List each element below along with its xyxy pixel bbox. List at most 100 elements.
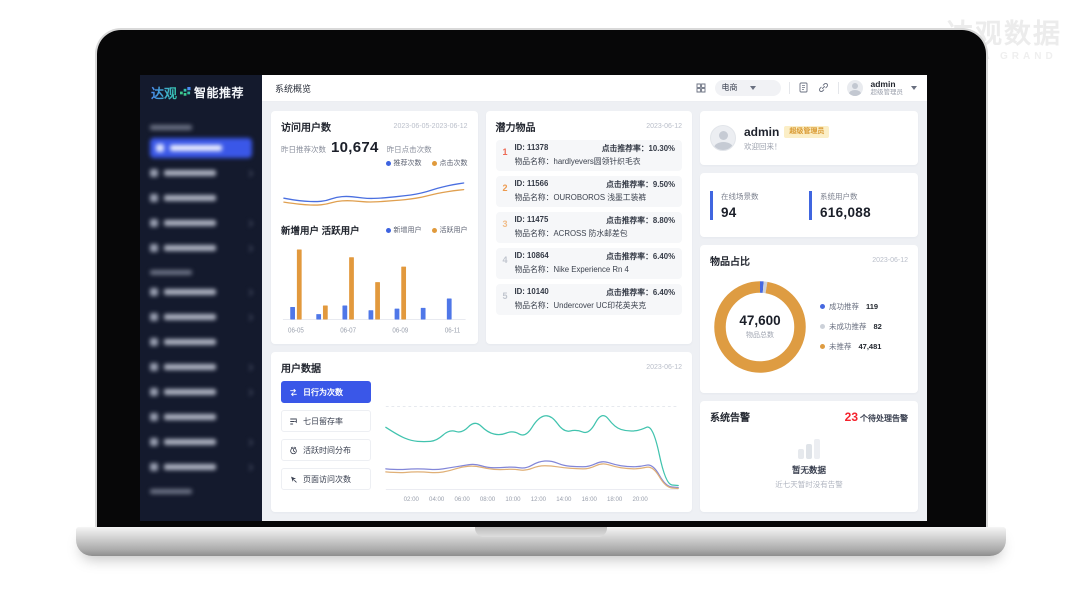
- document-icon[interactable]: [798, 82, 810, 94]
- topbar-divider: [788, 81, 790, 94]
- stat-online-scenes: 在线场景数 94: [710, 190, 809, 220]
- svg-text:14:00: 14:00: [556, 496, 572, 503]
- rank-badge: 3: [502, 219, 508, 229]
- svg-text:12:00: 12:00: [531, 496, 547, 503]
- watermark-en: DATA GRAND: [951, 51, 1057, 62]
- tab-page-visits[interactable]: 页面访问次数: [281, 468, 371, 490]
- menu-icon: [150, 169, 158, 177]
- topbar-actions: 电商 admin 超: [695, 78, 917, 96]
- legend-item[interactable]: 新增用户: [385, 225, 422, 235]
- legend-dot: [820, 324, 825, 329]
- potential-card-title: 潜力物品: [495, 123, 536, 134]
- stat-value: 10,674: [331, 139, 379, 156]
- sidebar-item-blurred[interactable]: [150, 188, 252, 208]
- legend-item[interactable]: 未成功推荐 82: [820, 321, 882, 332]
- legend-item[interactable]: 活跃用户: [431, 225, 468, 235]
- tab-daily-behavior[interactable]: 日行为次数: [281, 381, 371, 403]
- item-id: ID: 10864: [514, 251, 549, 260]
- sidebar-item-blurred[interactable]: [150, 163, 254, 183]
- legend-dot: [820, 304, 825, 309]
- legend-item[interactable]: 推荐次数: [385, 158, 422, 168]
- chevron-right-icon: [245, 388, 254, 396]
- visit-line-chart: [283, 182, 465, 206]
- list-item[interactable]: 4 ID: 10864 点击推荐率：6.40% 物品名称：Nike Experie…: [495, 248, 682, 279]
- total-items-value: 47,600: [739, 313, 781, 328]
- pending-alerts[interactable]: 23 个待处理告警: [844, 409, 908, 424]
- tab-retention[interactable]: 七日留存率: [281, 410, 371, 432]
- menu-icon: [150, 194, 158, 202]
- empty-title: 暂无数据: [791, 464, 826, 475]
- legend-dot: [385, 160, 391, 166]
- sidebar-section-label: [150, 122, 252, 132]
- visit-card-title: 访问用户数: [281, 123, 331, 134]
- sidebar-item-blurred[interactable]: [150, 282, 254, 302]
- avatar[interactable]: [846, 79, 863, 96]
- sidebar-item-blurred[interactable]: [150, 382, 254, 402]
- user-name: admin: [870, 78, 896, 89]
- potential-card-header: 潜力物品 2023-06-12: [496, 119, 683, 134]
- chevron-right-icon: [245, 219, 254, 227]
- visit-card-daterange: 2023-06-05-2023-06-12: [393, 123, 468, 130]
- menu-icon: [150, 363, 158, 371]
- item-rate: 点击推荐率：6.40%: [606, 288, 675, 297]
- sidebar-section-label: [150, 267, 252, 277]
- item-id: ID: 11566: [514, 179, 549, 188]
- menu-icon: [150, 338, 158, 346]
- list-item[interactable]: 3 ID: 11475 点击推荐率：8.80% 物品名称：ACROSS 防水邮差包: [495, 212, 682, 243]
- topbar-divider: [837, 81, 839, 94]
- empty-state: 暂无数据 近七天暂时没有告警: [710, 424, 908, 504]
- left-column: 访问用户数 2023-06-05-2023-06-12 昨日推荐次数 10,67…: [271, 111, 692, 512]
- bar-chart-icon: [798, 438, 820, 459]
- filter-bars-icon: [290, 418, 297, 424]
- clock-icon: [290, 446, 297, 454]
- user-menu[interactable]: admin 超级管理员: [870, 78, 904, 96]
- item-name: 物品名称：Undercover UC印花英夹克: [514, 301, 647, 310]
- stat-system-users: 系统用户数 616,088: [809, 190, 908, 220]
- laptop-lid: 达观 智能推荐 系统概览: [95, 28, 988, 529]
- svg-text:02:00: 02:00: [404, 496, 420, 503]
- sidebar-item-blurred[interactable]: [150, 138, 252, 158]
- menu-icon: [150, 244, 158, 252]
- alert-header: 系统告警 23 个待处理告警: [710, 409, 908, 425]
- empty-desc: 近七天暂时没有告警: [775, 479, 843, 489]
- list-item[interactable]: 5 ID: 10140 点击推荐率：6.40% 物品名称：Undercover U…: [495, 284, 682, 315]
- ratio-legend: 成功推荐 119 未成功推荐 82 未推荐 47,481: [820, 301, 882, 352]
- shuffle-icon: [290, 388, 297, 396]
- sidebar-item-blurred[interactable]: [150, 432, 254, 452]
- sidebar-item-blurred[interactable]: [150, 238, 254, 258]
- item-name: 物品名称：hardlyevers圆领针织毛衣: [514, 157, 641, 166]
- chevron-right-icon: [245, 463, 254, 471]
- legend-item[interactable]: 点击次数: [431, 158, 468, 168]
- newuser-title: 新增用户 活跃用户: [281, 226, 360, 237]
- rank-badge: 4: [502, 255, 508, 265]
- list-item[interactable]: 2 ID: 11566 点击推荐率：9.50% 物品名称：OUROBOROS 浅墨…: [495, 176, 682, 207]
- userdata-header: 用户数据 2023-06-12: [281, 360, 682, 375]
- app-screen: 达观 智能推荐 系统概览: [140, 75, 927, 521]
- list-item[interactable]: 1 ID: 11378 点击推荐率：10.30% 物品名称：hardlyevers…: [495, 140, 682, 171]
- sidebar-item-blurred[interactable]: [150, 307, 254, 327]
- legend-item[interactable]: 成功推荐 119: [820, 301, 882, 312]
- tab-active-time[interactable]: 活跃时间分布: [281, 439, 371, 461]
- legend-item[interactable]: 未推荐 47,481: [820, 341, 882, 352]
- menu-icon: [156, 144, 164, 152]
- main-area: 系统概览 电商: [262, 75, 927, 521]
- sidebar-item-blurred[interactable]: [150, 457, 254, 477]
- item-name: 物品名称：ACROSS 防水邮差包: [514, 229, 628, 238]
- sidebar-menu: [140, 109, 262, 521]
- sidebar-item-blurred[interactable]: [150, 332, 252, 352]
- sidebar-item-blurred[interactable]: [150, 407, 252, 427]
- chevron-down-icon[interactable]: [911, 85, 917, 90]
- svg-text:04:00: 04:00: [429, 496, 445, 503]
- item-rate: 点击推荐率：6.40%: [606, 252, 675, 261]
- ratio-header: 物品占比 2023-06-12: [710, 253, 908, 268]
- sidebar-section-label: [150, 486, 252, 496]
- sidebar-item-blurred[interactable]: [150, 213, 254, 233]
- svg-text:06:00: 06:00: [454, 496, 470, 503]
- scene-dropdown[interactable]: 电商: [714, 79, 781, 96]
- grid-icon[interactable]: [695, 82, 707, 94]
- chevron-right-icon: [245, 363, 254, 371]
- scene-dropdown-value: 电商: [721, 83, 738, 93]
- sidebar-item-blurred[interactable]: [150, 357, 254, 377]
- item-ratio-card: 物品占比 2023-06-12 47,600 物品总数: [700, 245, 918, 393]
- link-icon[interactable]: [818, 82, 830, 94]
